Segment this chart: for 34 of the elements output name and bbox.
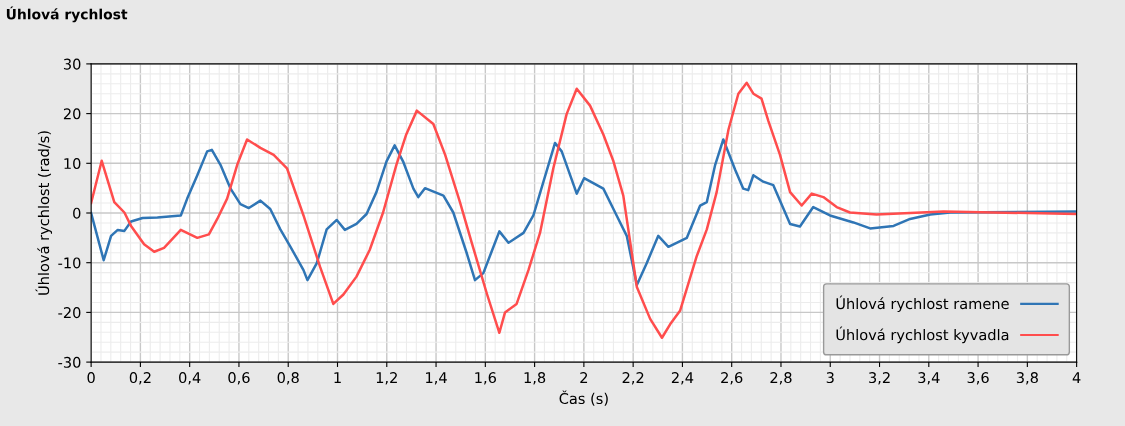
- x-axis-title: Čas (s): [559, 390, 608, 406]
- x-tick-label: 0,2: [129, 372, 151, 385]
- x-tick-label: 2,8: [770, 372, 792, 385]
- x-tick-label: 3: [826, 372, 834, 384]
- x-tick-label: 2: [580, 372, 588, 383]
- x-tick-label: 1: [334, 372, 341, 383]
- y-tick-label: 0: [73, 207, 81, 219]
- chart-title: Úhlová rychlost: [6, 6, 128, 23]
- x-tick-label: 1,6: [475, 372, 496, 385]
- x-tick-label: 0,4: [179, 372, 201, 385]
- x-tick-label: 1,8: [524, 372, 546, 385]
- x-tick-label: 4: [1072, 372, 1081, 383]
- x-tick-label: 2,6: [721, 372, 743, 385]
- y-tick-label: -10: [58, 257, 81, 269]
- line-series: [91, 138, 1077, 287]
- x-tick-label: 3,8: [1016, 372, 1038, 385]
- x-tick-label: 3,6: [967, 372, 989, 385]
- y-tick-label: -20: [58, 307, 81, 319]
- x-tick-label: 0,8: [277, 372, 299, 385]
- x-tick-label: 0: [87, 372, 95, 384]
- y-axis-title: Úhlová rychlost (rad/s): [35, 131, 53, 295]
- x-tick-label: 0,6: [228, 372, 250, 385]
- x-tick-label: 1,2: [376, 372, 397, 385]
- y-tick-label: 10: [64, 158, 81, 170]
- x-tick-label: 1,4: [426, 372, 447, 385]
- y-tick-label: -30: [58, 356, 81, 368]
- x-tick-label: 3,4: [918, 372, 940, 385]
- legend-label: Úhlová rychlost kyvadla: [836, 326, 1009, 344]
- y-tick-label: 20: [63, 108, 81, 120]
- x-tick-label: 3,2: [869, 372, 890, 385]
- x-tick-label: 2,4: [671, 372, 694, 385]
- legend-label: Úhlová rychlost ramene: [836, 295, 1009, 313]
- y-tick-label: 30: [63, 58, 81, 70]
- x-tick-label: 2,2: [622, 372, 644, 385]
